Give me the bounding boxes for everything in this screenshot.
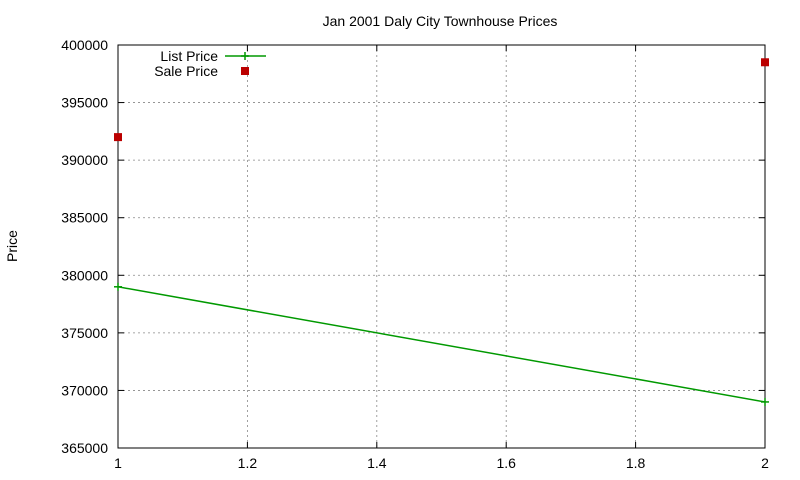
- y-tick-label: 375000: [61, 325, 108, 341]
- legend-label: List Price: [160, 48, 218, 64]
- x-tick-label: 1: [114, 455, 122, 471]
- legend-marker: [241, 67, 249, 75]
- data-point: [761, 58, 769, 67]
- x-tick-label: 1.2: [238, 455, 258, 471]
- legend-entry: Sale Price: [154, 63, 249, 79]
- data-point: [114, 133, 122, 142]
- series-1: [114, 58, 769, 142]
- y-tick-label: 395000: [61, 95, 108, 111]
- chart-title: Jan 2001 Daly City Townhouse Prices: [323, 13, 558, 29]
- y-tick-label: 365000: [61, 440, 108, 456]
- grid: [118, 45, 765, 448]
- y-tick-label: 380000: [61, 267, 108, 283]
- plot-frame: [117, 44, 766, 449]
- y-tick-label: 390000: [61, 152, 108, 168]
- x-tick-label: 1.8: [626, 455, 646, 471]
- series-layer: [114, 58, 769, 406]
- y-axis-label: Price: [4, 230, 20, 262]
- y-tick-label: 370000: [61, 382, 108, 398]
- y-tick-label: 385000: [61, 210, 108, 226]
- axis-ticks: 1 1.2 1.4 1.6 1.8 2 365000 370000 375000 380000 38…: [61, 37, 769, 471]
- x-tick-label: 2: [761, 455, 769, 471]
- y-tick-label: 400000: [61, 37, 108, 53]
- legend-marker: [241, 52, 249, 60]
- series-line: [117, 286, 766, 403]
- legend-entry: List Price: [160, 48, 266, 64]
- x-tick-label: 1.6: [496, 455, 516, 471]
- x-tick-label: 1.4: [367, 455, 387, 471]
- data-point: [114, 282, 122, 291]
- series-0: [114, 282, 769, 406]
- legend-label: Sale Price: [154, 63, 218, 79]
- data-point: [761, 397, 769, 406]
